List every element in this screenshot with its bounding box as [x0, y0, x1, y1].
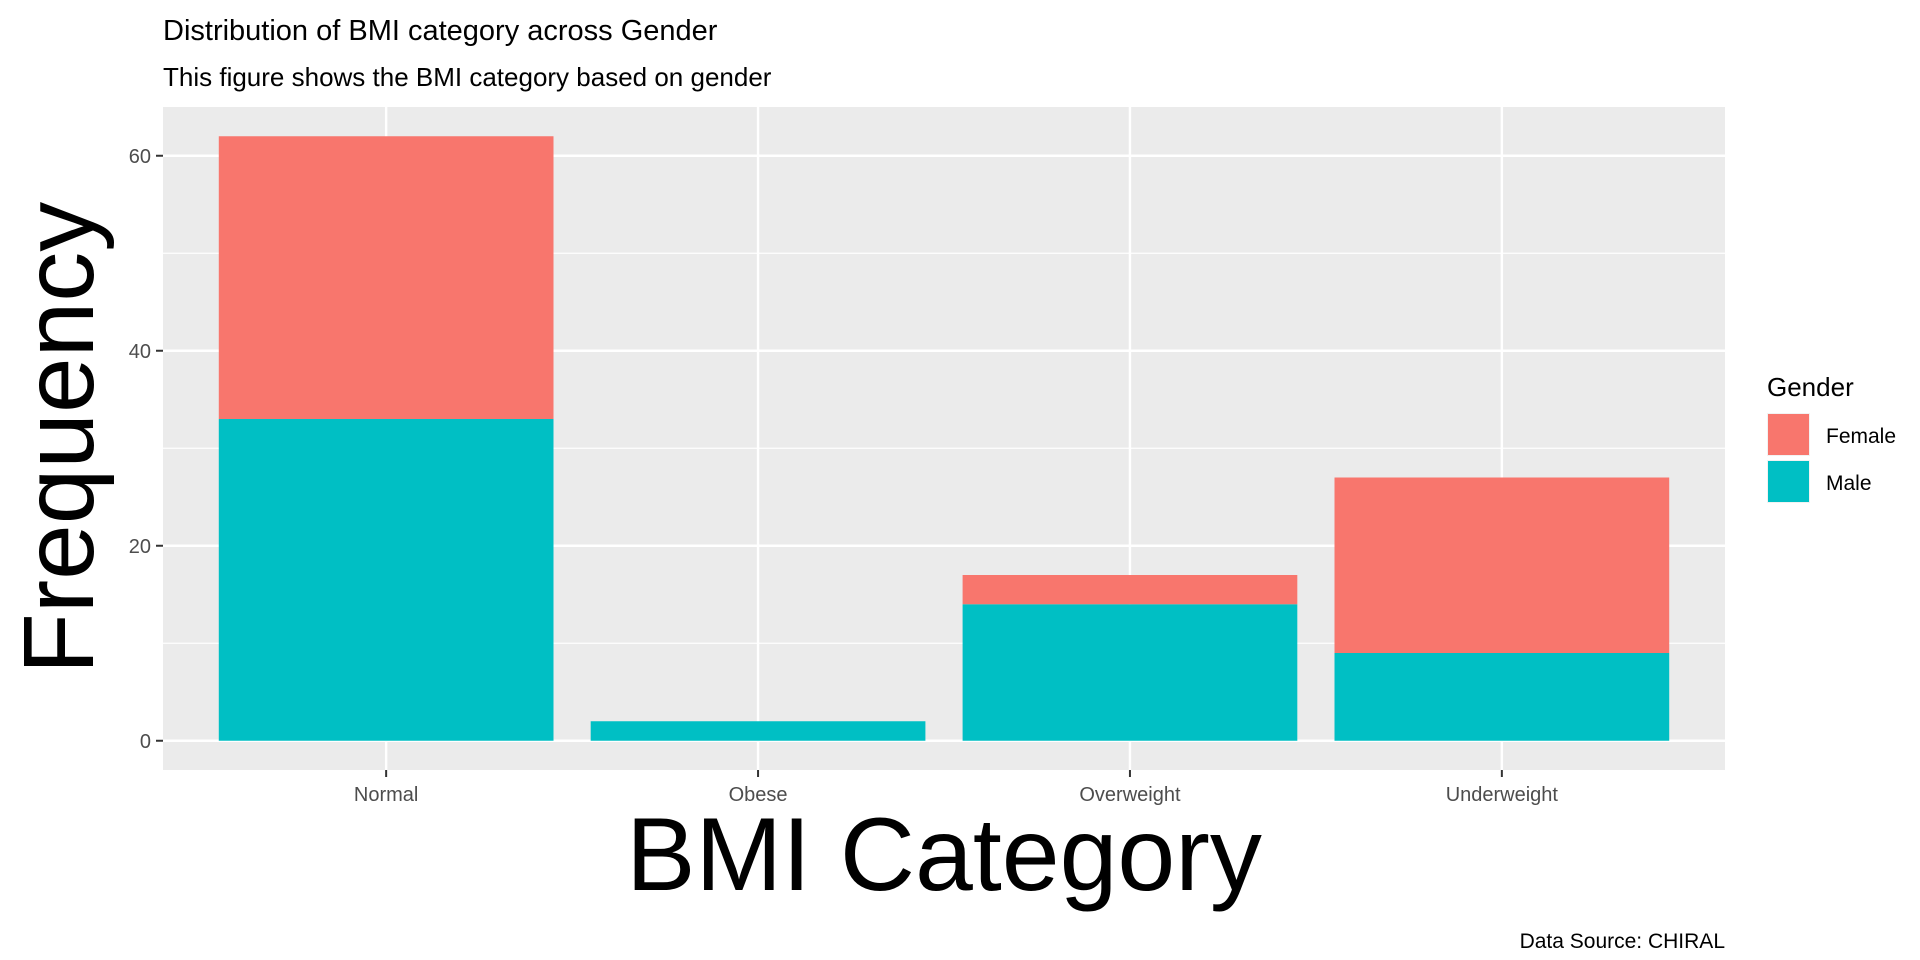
chart-title: Distribution of BMI category across Gend…: [163, 15, 718, 47]
legend-label: Male: [1826, 472, 1872, 495]
legend-swatch-male: [1768, 461, 1809, 502]
x-axis: Normal Obese Overweight Underweight: [354, 770, 1559, 806]
legend: Female Male: [1767, 413, 1896, 503]
bar-male-underweight: [1334, 653, 1670, 741]
bar-male-overweight: [962, 604, 1298, 741]
chart-caption: Data Source: CHIRAL: [1520, 930, 1725, 953]
y-axis: 0 20 40 60: [129, 146, 163, 753]
legend-swatch-female: [1768, 414, 1809, 455]
x-tick-label: Underweight: [1446, 784, 1559, 806]
bar-female-underweight: [1334, 477, 1670, 653]
y-axis-label: Frequency: [3, 202, 115, 674]
x-tick-label: Normal: [354, 784, 418, 806]
bar-female-normal: [218, 136, 554, 419]
bar-female-overweight: [962, 575, 1298, 605]
y-tick-label: 0: [140, 731, 151, 753]
legend-title: Gender: [1767, 372, 1854, 402]
y-tick-label: 20: [129, 536, 151, 558]
bar-male-obese: [590, 721, 926, 741]
y-tick-label: 40: [129, 341, 151, 363]
x-tick-label: Obese: [729, 784, 788, 806]
legend-label: Female: [1826, 425, 1896, 448]
bar-male-normal: [218, 419, 554, 741]
y-tick-label: 60: [129, 146, 151, 168]
bars: [218, 136, 1670, 741]
x-tick-label: Overweight: [1079, 784, 1181, 806]
chart-subtitle: This figure shows the BMI category based…: [163, 62, 772, 92]
x-axis-label: BMI Category: [626, 797, 1262, 913]
